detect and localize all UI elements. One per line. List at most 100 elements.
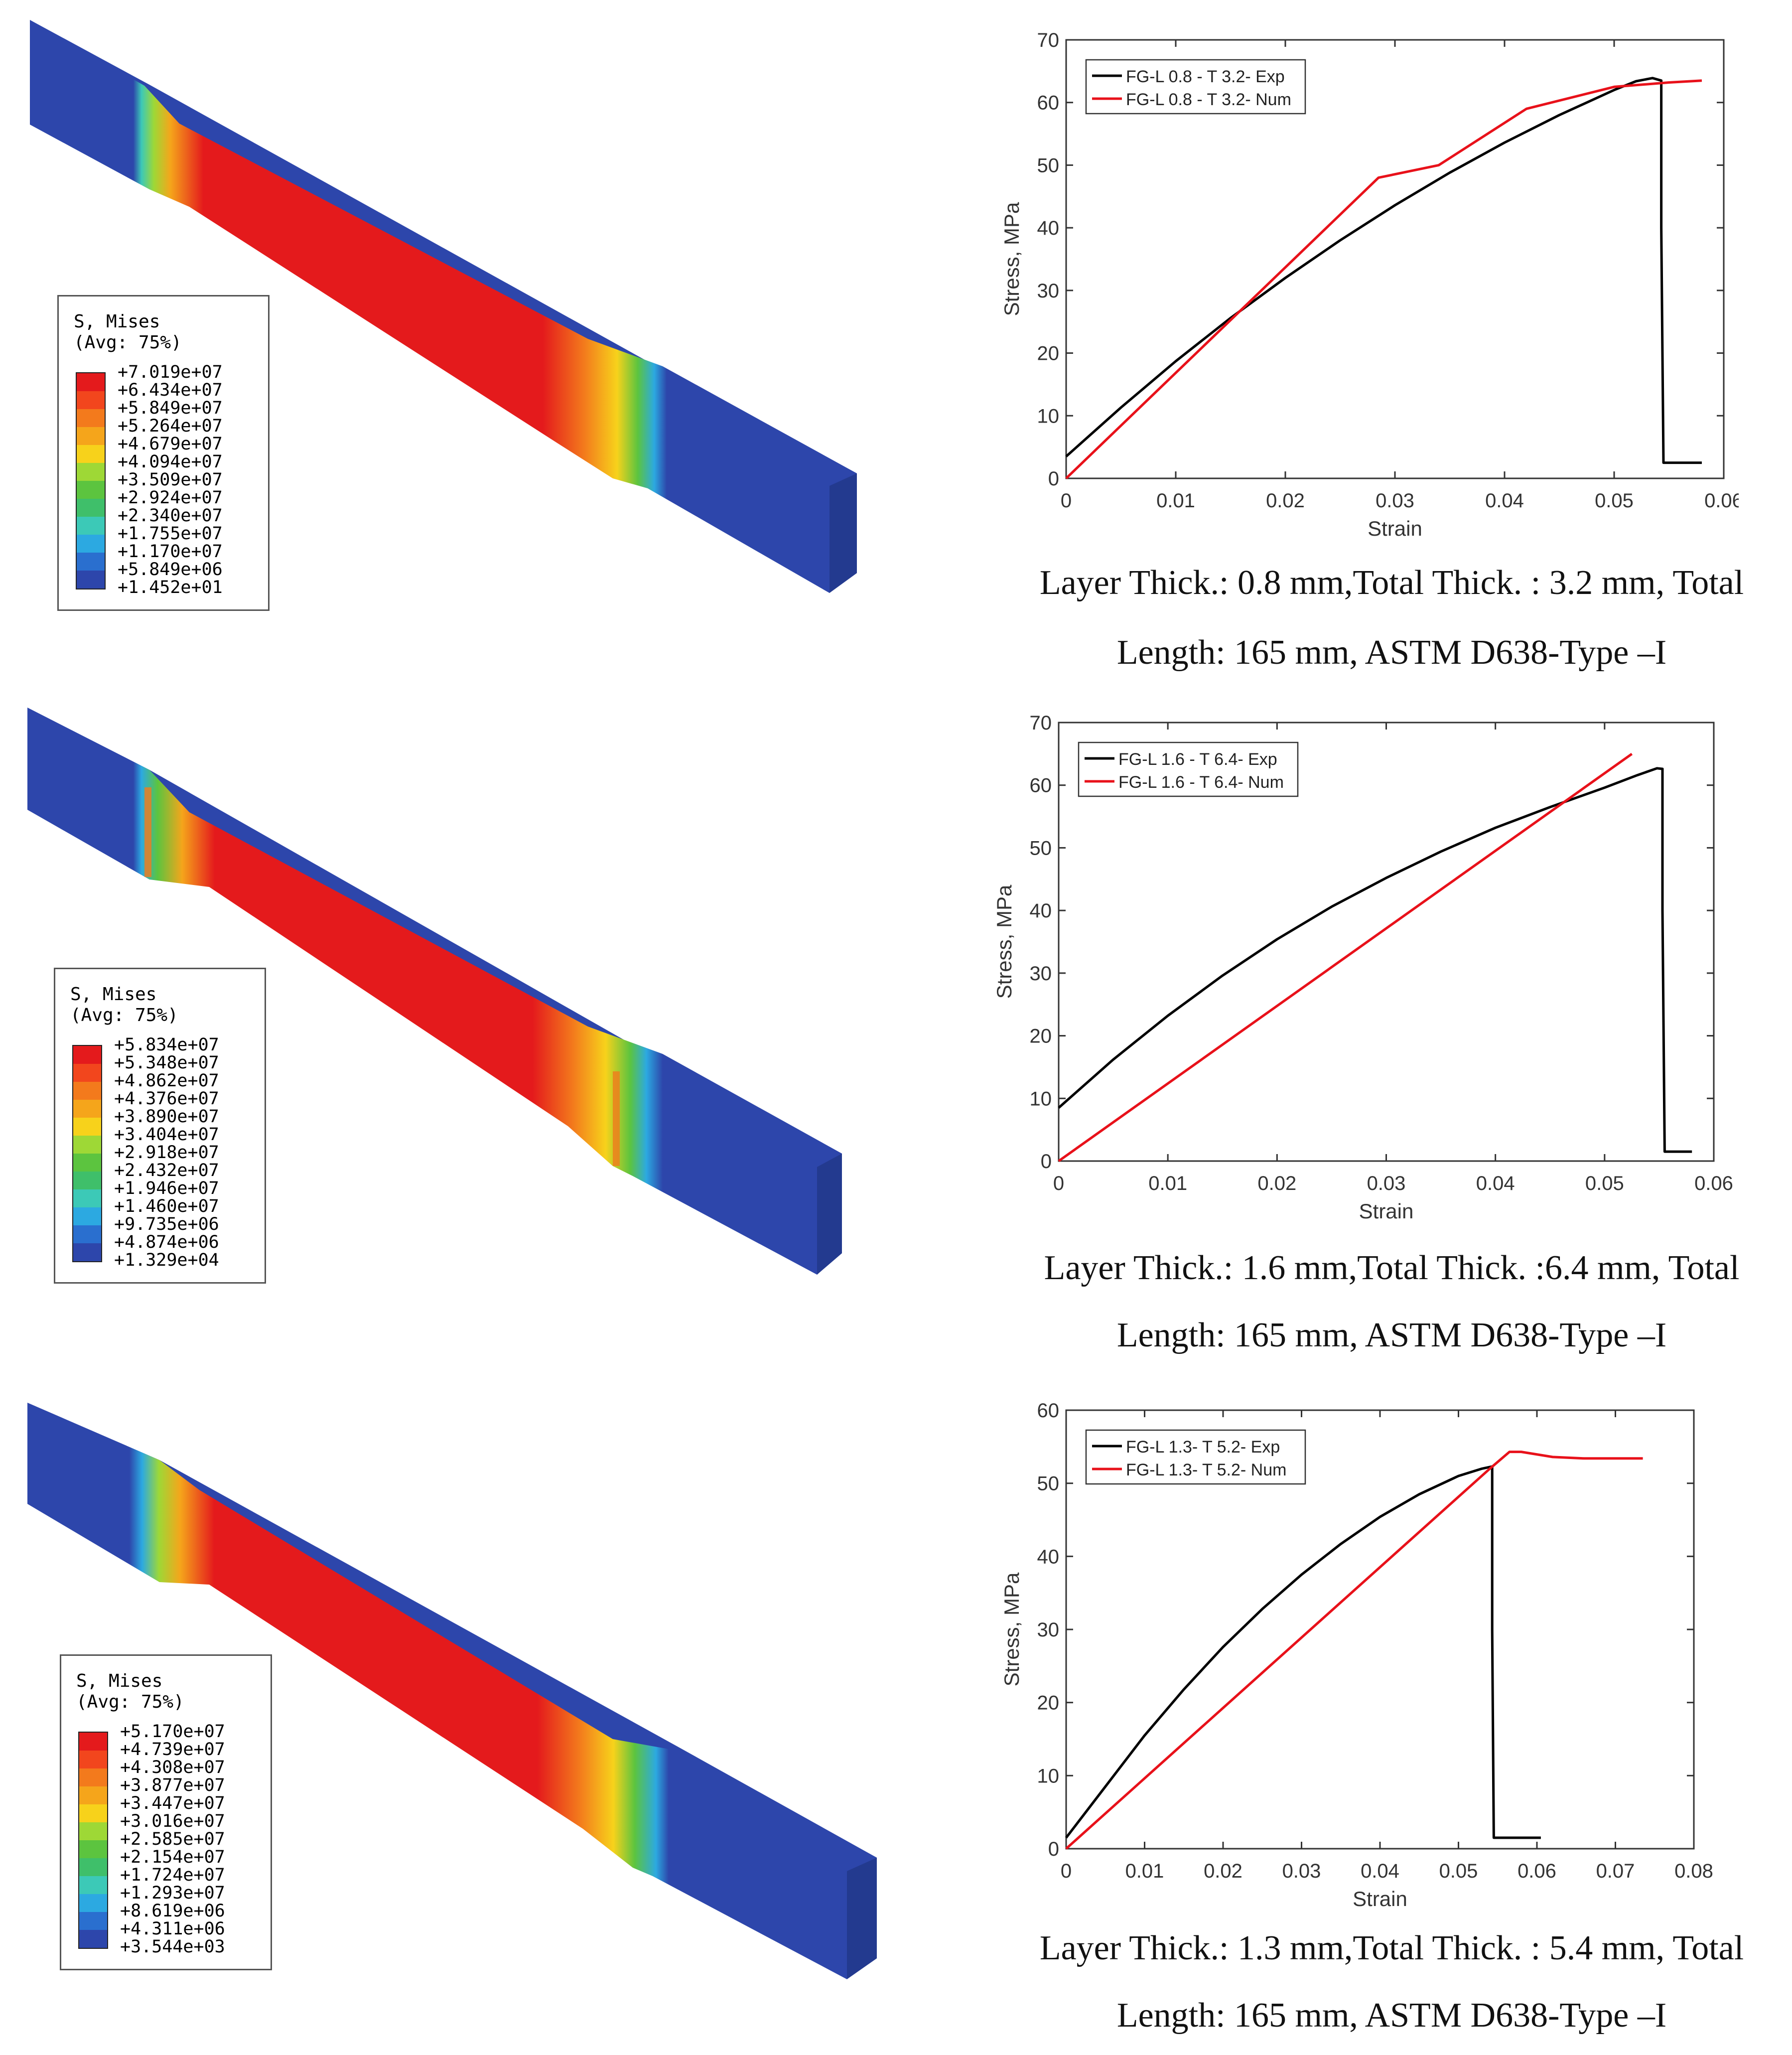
figure-row-1: S, Mises (Avg: 75%) +7.019e+07 +6.434e+0… xyxy=(0,0,1792,688)
figure-row-3: S, Mises (Avg: 75%) +5.170e+07 +4.739e+0… xyxy=(0,1375,1792,2055)
legend-value: +1.293e+07 xyxy=(120,1883,225,1903)
chart-caption-1-line-2: Length: 165 mm, ASTM D638-Type –I xyxy=(1116,633,1667,672)
series-line-exp xyxy=(1065,1465,1541,1839)
stress-strain-chart-3: 0 0.01 0.02 0.03 0.04 0.05 0.06 0.07 0.08 0 10 20 30… xyxy=(1000,1400,1713,1910)
legend-value: +1.170e+07 xyxy=(118,542,223,562)
stress-strain-chart-1: 0 0.01 0.02 0.03 0.04 0.05 0.06 0 10 20 30 40 50 60 70… xyxy=(1000,29,1739,540)
legend-entry: FG-L 0.8 - T 3.2- Num xyxy=(1126,90,1291,109)
legend-title: S, Mises xyxy=(76,1671,163,1691)
y-tick-label: 20 xyxy=(1030,1026,1052,1047)
x-tick-label: 0.01 xyxy=(1148,1173,1187,1194)
specimen-end-face xyxy=(817,1154,842,1275)
legend-subtitle: (Avg: 75%) xyxy=(76,1692,184,1712)
x-tick-label: 0.02 xyxy=(1257,1173,1296,1194)
legend-value: +4.739e+07 xyxy=(120,1740,225,1760)
y-tick-label: 40 xyxy=(1030,900,1052,922)
x-axis-label: Strain xyxy=(1368,517,1422,540)
chart-legend xyxy=(1085,59,1306,115)
legend-value: +4.862e+07 xyxy=(114,1071,219,1091)
chart-caption-3-line-2: Length: 165 mm, ASTM D638-Type –I xyxy=(1116,1996,1667,2035)
x-tick-label: 0.05 xyxy=(1439,1860,1478,1882)
x-tick-label: 0.01 xyxy=(1156,490,1195,512)
y-tick-label: 70 xyxy=(1030,712,1052,734)
legend-value: +1.724e+07 xyxy=(120,1865,225,1885)
legend-value: +2.924e+07 xyxy=(118,488,223,508)
legend-entry: FG-L 1.3- T 5.2- Num xyxy=(1126,1461,1286,1479)
legend-value: +1.329e+04 xyxy=(114,1250,219,1270)
x-axis-label: Strain xyxy=(1359,1199,1414,1223)
legend-value: +3.447e+07 xyxy=(120,1793,225,1813)
legend-value: +3.509e+07 xyxy=(118,470,223,490)
legend-value: +7.019e+07 xyxy=(118,362,223,382)
x-tick-label: 0.03 xyxy=(1282,1860,1321,1882)
x-tick-label: 0.05 xyxy=(1595,490,1634,512)
legend-value: +2.432e+07 xyxy=(114,1161,219,1180)
legend-entry: FG-L 0.8 - T 3.2- Exp xyxy=(1126,67,1285,86)
y-tick-label: 0 xyxy=(1048,1838,1059,1860)
legend-entry: FG-L 1.3- T 5.2- Exp xyxy=(1126,1438,1280,1457)
mises-contour-legend-1: S, Mises (Avg: 75%) +7.019e+07 +6.434e+0… xyxy=(57,295,270,611)
legend-value: +9.735e+06 xyxy=(114,1214,219,1234)
y-tick-label: 30 xyxy=(1037,280,1060,302)
x-tick-label: 0.02 xyxy=(1266,490,1305,512)
mises-contour-legend-3: S, Mises (Avg: 75%) +5.170e+07 +4.739e+0… xyxy=(60,1654,272,1970)
legend-value: +3.544e+03 xyxy=(120,1937,225,1957)
y-tick-label: 10 xyxy=(1037,405,1060,427)
y-tick-label: 50 xyxy=(1037,1473,1060,1495)
legend-value: +4.874e+06 xyxy=(114,1232,219,1252)
x-tick-label: 0.04 xyxy=(1485,490,1524,512)
specimen-front-face xyxy=(30,20,857,593)
legend-subtitle: (Avg: 75%) xyxy=(74,332,182,353)
legend-value: +4.679e+07 xyxy=(118,434,223,454)
legend-value: +1.755e+07 xyxy=(118,524,223,544)
legend-value: +2.918e+07 xyxy=(114,1143,219,1163)
layer-interface-streak xyxy=(613,1071,620,1166)
figure-row-2: S, Mises (Avg: 75%) +5.834e+07 +5.348e+0… xyxy=(0,688,1792,1375)
x-tick-label: 0.07 xyxy=(1596,1860,1635,1882)
chart-legend xyxy=(1085,1429,1306,1485)
x-tick-label: 0 xyxy=(1061,490,1072,512)
legend-value: +6.434e+07 xyxy=(118,380,223,400)
specimen-end-face xyxy=(829,473,857,593)
specimen-front-face xyxy=(27,708,842,1275)
y-tick-label: 30 xyxy=(1030,963,1052,985)
specimen-stress-contour-3 xyxy=(27,1403,877,1979)
legend-color-bar xyxy=(78,1732,108,1949)
y-axis-label: Stress, MPa xyxy=(992,884,1016,999)
y-tick-label: 20 xyxy=(1037,1692,1060,1714)
chart-caption-1-line-1: Layer Thick.: 0.8 mm,Total Thick. : 3.2 … xyxy=(1039,564,1744,602)
y-tick-label: 70 xyxy=(1037,29,1060,51)
legend-value: +2.340e+07 xyxy=(118,506,223,526)
specimen-stress-contour-1 xyxy=(30,20,857,593)
x-tick-label: 0 xyxy=(1061,1860,1072,1882)
legend-value: +5.264e+07 xyxy=(118,416,223,436)
chart-caption-2-line-2: Length: 165 mm, ASTM D638-Type –I xyxy=(1116,1316,1667,1354)
x-tick-label: 0 xyxy=(1053,1173,1064,1194)
x-tick-label: 0.06 xyxy=(1704,490,1739,512)
chart-caption-2-line-1: Layer Thick.: 1.6 mm,Total Thick. :6.4 m… xyxy=(1044,1249,1740,1287)
legend-value: +3.877e+07 xyxy=(120,1775,225,1795)
x-tick-label: 0.03 xyxy=(1367,1173,1406,1194)
x-tick-label: 0.08 xyxy=(1674,1860,1713,1882)
legend-value: +5.849e+06 xyxy=(118,560,223,580)
y-tick-label: 50 xyxy=(1037,154,1060,176)
y-tick-label: 40 xyxy=(1037,1546,1060,1568)
x-tick-label: 0.01 xyxy=(1125,1860,1164,1882)
legend-entry: FG-L 1.6 - T 6.4- Num xyxy=(1118,773,1284,792)
y-tick-label: 50 xyxy=(1030,837,1052,859)
x-axis-label: Strain xyxy=(1353,1887,1407,1910)
y-tick-label: 60 xyxy=(1037,92,1060,114)
y-tick-label: 10 xyxy=(1037,1765,1060,1787)
y-tick-label: 0 xyxy=(1041,1151,1052,1173)
legend-value: +4.376e+07 xyxy=(114,1089,219,1109)
y-tick-label: 0 xyxy=(1048,468,1059,490)
specimen-stress-contour-2 xyxy=(27,708,842,1275)
legend-value: +4.308e+07 xyxy=(120,1758,225,1777)
y-tick-label: 20 xyxy=(1037,343,1060,365)
y-tick-label: 60 xyxy=(1030,775,1052,797)
series-line-num xyxy=(1058,752,1633,1163)
series-line-exp xyxy=(1058,767,1692,1153)
y-tick-label: 10 xyxy=(1030,1088,1052,1110)
legend-value: +5.348e+07 xyxy=(114,1053,219,1073)
y-axis-label: Stress, MPa xyxy=(1000,202,1023,316)
